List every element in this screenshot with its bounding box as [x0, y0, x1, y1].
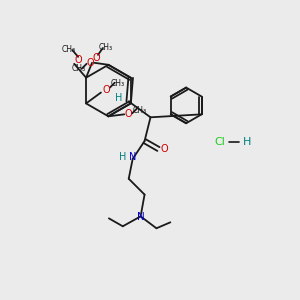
Text: CH₃: CH₃ — [99, 44, 113, 52]
Text: O: O — [160, 144, 168, 154]
Text: N: N — [129, 152, 136, 162]
Text: CH₃: CH₃ — [61, 45, 75, 54]
Text: O: O — [124, 109, 132, 119]
Text: H: H — [243, 137, 251, 147]
Text: O: O — [92, 53, 100, 63]
Text: O: O — [102, 85, 110, 94]
Text: O: O — [87, 58, 94, 68]
Text: CH₃: CH₃ — [72, 64, 86, 73]
Text: H: H — [119, 152, 127, 162]
Text: CH₃: CH₃ — [133, 106, 147, 115]
Text: Cl: Cl — [214, 137, 225, 147]
Text: H: H — [115, 94, 122, 103]
Text: N: N — [137, 212, 145, 222]
Text: O: O — [74, 55, 82, 65]
Text: CH₃: CH₃ — [111, 79, 125, 88]
